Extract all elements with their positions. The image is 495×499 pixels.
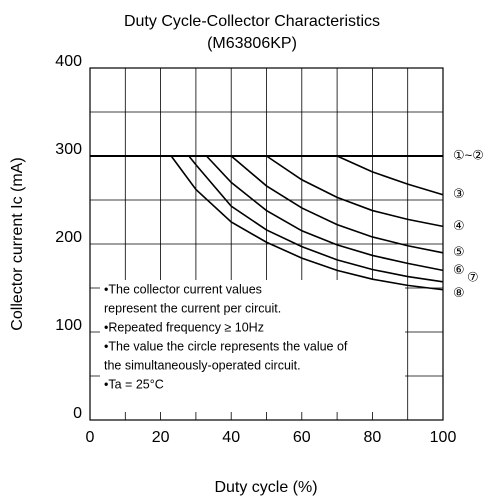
y-tick-label: 400 [55,53,82,70]
annotation: the simultaneously-operated circuit. [104,358,301,372]
series-label: ③ [453,186,465,201]
x-axis-label: Duty cycle (%) [214,479,317,496]
y-tick-label: 200 [55,229,82,246]
x-tick-label: 40 [222,429,240,446]
series-line [188,155,444,283]
y-tick-label: 100 [55,317,82,334]
y-axis-label: Collector current Ic (mA) [9,157,26,330]
annotation-box [100,280,405,412]
series-label: ⑧ [453,285,465,300]
annotation: •The collector current values [104,282,262,296]
x-tick-label: 60 [293,429,311,446]
annotation: •The value the circle represents the val… [104,339,348,353]
series-line [205,155,444,272]
series-line [266,155,444,228]
x-tick-label: 80 [364,429,382,446]
x-tick-label: 20 [152,429,170,446]
annotation: •Repeated frequency ≥ 10Hz [104,320,264,334]
y-tick-label: 300 [55,141,82,158]
series-label: ⑦ [467,269,479,284]
x-tick-label: 0 [86,429,95,446]
chart-title: Duty Cycle-Collector Characteristics [124,13,380,30]
series-line [336,155,444,196]
series-line [170,155,444,291]
series-label: ⑤ [453,244,465,259]
chart-subtitle: (M63806KP) [207,35,297,52]
annotation: represent the current per circuit. [104,301,281,315]
series-label: ①~② [453,147,484,162]
plot-frame [89,67,444,421]
y-tick-label: 0 [73,405,82,422]
annotation: •Ta = 25°C [104,377,164,391]
series-label: ④ [453,218,465,233]
x-tick-label: 100 [430,429,457,446]
series-label: ⑥ [453,262,465,277]
series-line [230,155,444,254]
